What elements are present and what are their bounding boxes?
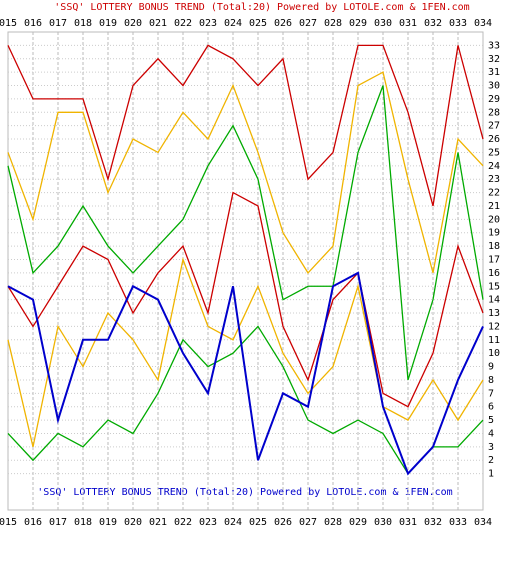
y-tick-label: 2 (488, 455, 494, 466)
chart-footer-title: 'SSQ' LOTTERY BONUS TREND (Total:20) Pow… (37, 487, 452, 498)
y-tick-label: 29 (488, 94, 500, 105)
series-line (7, 257, 484, 448)
y-tick-label: 20 (488, 214, 500, 225)
y-tick-label: 6 (488, 402, 494, 413)
x-tick-label-bottom: 025 (249, 517, 267, 528)
x-tick-label-bottom: 033 (449, 517, 467, 528)
y-tick-label: 24 (488, 161, 500, 172)
y-tick-label: 5 (488, 415, 494, 426)
y-tick-label: 10 (488, 348, 500, 359)
series-line (7, 71, 484, 274)
y-tick-label: 11 (488, 335, 500, 346)
y-tick-label: 30 (488, 81, 500, 92)
x-tick-label-bottom: 030 (374, 517, 392, 528)
x-tick-label-top: 030 (374, 18, 392, 29)
x-tick-label-top: 023 (199, 18, 217, 29)
x-tick-label-bottom: 026 (274, 517, 292, 528)
x-tick-label-bottom: 019 (99, 517, 117, 528)
x-tick-label-top: 017 (49, 18, 67, 29)
y-tick-label: 3 (488, 442, 494, 453)
x-tick-label-top: 029 (349, 18, 367, 29)
y-tick-label: 19 (488, 228, 500, 239)
y-tick-label: 28 (488, 107, 500, 118)
plot-frame (7, 31, 484, 511)
x-tick-label-top: 024 (224, 18, 242, 29)
x-tick-label-bottom: 020 (124, 517, 142, 528)
y-tick-label: 25 (488, 147, 500, 158)
y-tick-label: 1 (488, 469, 494, 480)
x-tick-label-bottom: 018 (74, 517, 92, 528)
y-tick-label: 26 (488, 134, 500, 145)
x-tick-label-bottom: 029 (349, 517, 367, 528)
x-tick-label-bottom: 027 (299, 517, 317, 528)
x-tick-label-top: 016 (24, 18, 42, 29)
y-tick-label: 31 (488, 67, 500, 78)
x-tick-label-bottom: 032 (424, 517, 442, 528)
x-tick-label-bottom: 021 (149, 517, 167, 528)
series-line (7, 271, 484, 476)
x-tick-label-top: 025 (249, 18, 267, 29)
y-tick-label: 13 (488, 308, 500, 319)
x-tick-label-bottom: 022 (174, 517, 192, 528)
x-tick-label-top: 028 (324, 18, 342, 29)
y-tick-label: 9 (488, 362, 494, 373)
x-tick-label-bottom: 023 (199, 517, 217, 528)
series-line (7, 191, 484, 408)
x-tick-label-top: 026 (274, 18, 292, 29)
y-tick-label: 32 (488, 54, 500, 65)
x-tick-label-top: 031 (399, 18, 417, 29)
x-tick-label-top: 027 (299, 18, 317, 29)
series-line (7, 44, 484, 207)
y-tick-label: 22 (488, 188, 500, 199)
x-tick-label-bottom: 016 (24, 517, 42, 528)
y-tick-label: 8 (488, 375, 494, 386)
x-tick-label-bottom: 015 (0, 517, 17, 528)
x-tick-label-bottom: 024 (224, 517, 242, 528)
x-tick-label-top: 015 (0, 18, 17, 29)
chart-title: 'SSQ' LOTTERY BONUS TREND (Total:20) Pow… (54, 2, 469, 13)
y-tick-label: 15 (488, 281, 500, 292)
x-tick-label-top: 021 (149, 18, 167, 29)
x-tick-label-top: 033 (449, 18, 467, 29)
y-tick-label: 18 (488, 241, 500, 252)
y-tick-label: 16 (488, 268, 500, 279)
y-tick-label: 14 (488, 295, 500, 306)
x-tick-label-bottom: 028 (324, 517, 342, 528)
x-tick-label-bottom: 017 (49, 517, 67, 528)
x-tick-label-bottom: 034 (474, 517, 492, 528)
x-tick-label-top: 022 (174, 18, 192, 29)
y-tick-label: 21 (488, 201, 500, 212)
y-tick-label: 12 (488, 321, 500, 332)
y-tick-label: 33 (488, 40, 500, 51)
x-tick-label-top: 018 (74, 18, 92, 29)
y-tick-label: 4 (488, 428, 494, 439)
y-tick-label: 7 (488, 388, 494, 399)
x-tick-label-top: 020 (124, 18, 142, 29)
series-line (7, 325, 484, 475)
x-tick-label-top: 019 (99, 18, 117, 29)
y-tick-label: 27 (488, 121, 500, 132)
y-tick-label: 17 (488, 255, 500, 266)
x-tick-label-top: 032 (424, 18, 442, 29)
y-tick-label: 23 (488, 174, 500, 185)
x-tick-label-top: 034 (474, 18, 492, 29)
series-line (7, 85, 484, 381)
x-tick-label-bottom: 031 (399, 517, 417, 528)
